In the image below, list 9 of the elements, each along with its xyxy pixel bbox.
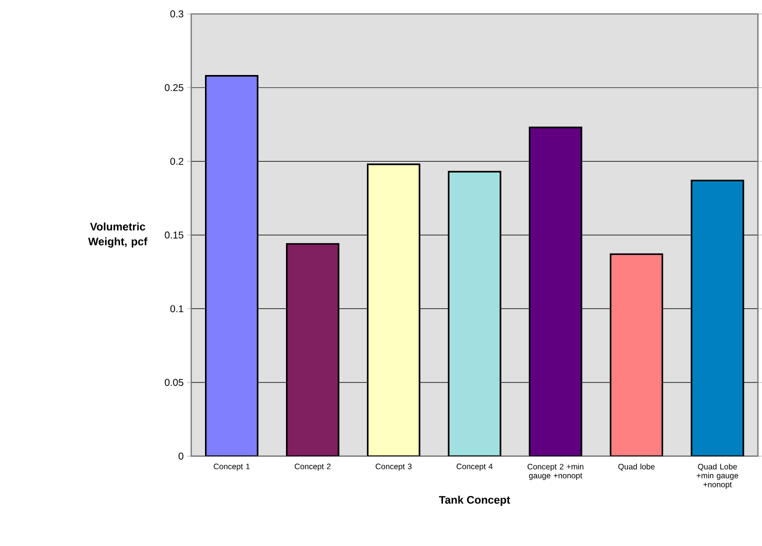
y-tick-label: 0.1: [170, 305, 184, 312]
y-axis-title: Volumetric Weight, pcf: [88, 222, 148, 248]
y-tick-label: 0.05: [164, 379, 184, 386]
y-tick-label: 0.3: [170, 10, 184, 18]
x-axis-title: Tank Concept: [439, 496, 510, 506]
y-tick-label: 0.25: [164, 84, 184, 92]
y-tick-label: 0.15: [164, 232, 184, 239]
y-tick-label: 0: [178, 452, 184, 460]
y-tick-label: 0.2: [170, 158, 184, 165]
